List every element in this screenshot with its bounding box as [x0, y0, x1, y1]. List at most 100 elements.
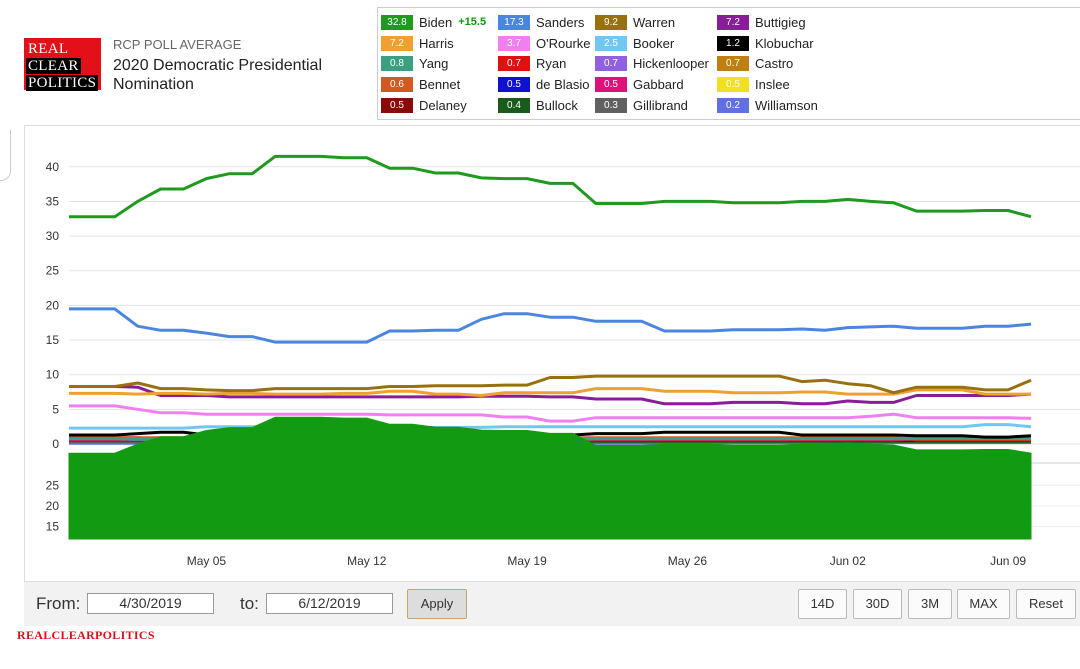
- legend-label: Klobuchar: [755, 35, 814, 51]
- legend-item-klobuchar[interactable]: 1.2 Klobuchar: [717, 35, 814, 51]
- legend-label: Williamson: [755, 97, 818, 113]
- x-tick-label: Jun 09: [990, 554, 1026, 568]
- reset-button[interactable]: Reset: [1016, 589, 1076, 619]
- to-label: to:: [240, 594, 259, 613]
- series-line-harris: [69, 387, 1031, 397]
- y-tick-label: 5: [52, 402, 59, 416]
- x-tick-label: May 19: [507, 554, 547, 568]
- legend-label: Warren: [633, 14, 676, 30]
- y-tick-label: 10: [46, 368, 60, 382]
- legend-item-gabbard[interactable]: 0.5 Gabbard: [595, 76, 684, 92]
- x-tick-label: May 12: [347, 554, 387, 568]
- legend-value: 1.2: [717, 35, 749, 51]
- legend-value: 0.6: [381, 76, 413, 92]
- legend-value: 7.2: [381, 35, 413, 51]
- legend-label: Castro: [755, 55, 794, 71]
- legend-value: 0.2: [717, 97, 749, 113]
- legend-value: 17.3: [498, 14, 530, 30]
- legend-value: 3.7: [498, 35, 530, 51]
- series-line-warren: [69, 374, 1032, 395]
- logo-line-3: POLITICS: [26, 75, 99, 91]
- legend-label: Gabbard: [633, 76, 684, 92]
- legend-label: Hickenlooper: [633, 55, 709, 71]
- range-3m-button[interactable]: 3M: [908, 589, 952, 619]
- panel-edge: [0, 130, 11, 181]
- legend-item-hickenlooper[interactable]: 0.7 Hickenlooper: [595, 55, 709, 71]
- chart-header: REAL CLEAR POLITICS RCP POLL AVERAGE 202…: [0, 0, 1080, 125]
- legend-lead: +15.5: [458, 16, 487, 28]
- legend-label: Biden: [419, 14, 453, 30]
- legend-item-o-rourke[interactable]: 3.7 O'Rourke: [498, 35, 591, 51]
- legend-value: 9.2: [595, 14, 627, 30]
- y-tick-label: 40: [46, 160, 60, 174]
- to-date-input[interactable]: 6/12/2019: [266, 593, 393, 614]
- legend-item-gillibrand[interactable]: 0.3 Gillibrand: [595, 97, 688, 113]
- y-tick-label: 35: [46, 194, 60, 208]
- legend-value: 0.5: [595, 76, 627, 92]
- legend-item-buttigieg[interactable]: 7.2 Buttigieg: [717, 14, 806, 30]
- legend-item-warren[interactable]: 9.2 Warren: [595, 14, 675, 30]
- legend-label: O'Rourke: [536, 35, 591, 51]
- series-line-biden: [69, 154, 1032, 219]
- legend-item-inslee[interactable]: 0.5 Inslee: [717, 76, 790, 92]
- legend-label: Delaney: [419, 97, 467, 113]
- chart-panel: 0 5 10 15 20 25 30 35 40 15 20 25 May 05 May 12 May 19…: [24, 125, 1080, 582]
- series-line-buttigieg: [69, 385, 1032, 406]
- legend-label: Gillibrand: [633, 97, 688, 113]
- footer-brand[interactable]: REALCLEARPOLITICS: [17, 628, 155, 642]
- from-date-input[interactable]: 4/30/2019: [87, 593, 214, 614]
- legend-value: 0.7: [498, 55, 530, 71]
- legend-value: 0.5: [717, 76, 749, 92]
- rcp-logo[interactable]: REAL CLEAR POLITICS: [24, 38, 101, 91]
- legend-label: Buttigieg: [755, 14, 806, 30]
- range-controls: From: 4/30/2019 to: 6/12/2019 Apply 14D …: [24, 581, 1080, 626]
- legend-item-sanders[interactable]: 17.3 Sanders: [498, 14, 584, 30]
- legend-item-de-blasio[interactable]: 0.5 de Blasio: [498, 76, 589, 92]
- legend-item-booker[interactable]: 2.5 Booker: [595, 35, 674, 51]
- legend-label: Harris: [419, 35, 454, 51]
- legend-value: 0.5: [381, 97, 413, 113]
- range-30d-button[interactable]: 30D: [853, 589, 902, 619]
- x-tick-label: May 05: [187, 554, 227, 568]
- legend-label: Inslee: [755, 76, 790, 92]
- y-tick-label: 25: [46, 264, 60, 278]
- legend-value: 0.7: [717, 55, 749, 71]
- legend-item-bennet[interactable]: 0.6 Bennet: [381, 76, 460, 92]
- legend-value: 0.7: [595, 55, 627, 71]
- y-tick-label: 20: [46, 298, 60, 312]
- legend-item-castro[interactable]: 0.7 Castro: [717, 55, 793, 71]
- y-tick-label: 0: [52, 437, 59, 451]
- range-max-button[interactable]: MAX: [957, 589, 1010, 619]
- x-tick-label: Jun 02: [830, 554, 866, 568]
- navigator-y-tick-label: 25: [46, 478, 60, 492]
- legend-item-delaney[interactable]: 0.5 Delaney: [381, 97, 467, 113]
- legend-item-yang[interactable]: 0.8 Yang: [381, 55, 448, 71]
- legend-label: Sanders: [536, 14, 585, 30]
- navigator-y-tick-label: 20: [46, 499, 60, 513]
- legend-value: 0.3: [595, 97, 627, 113]
- legend-value: 0.5: [498, 76, 530, 92]
- legend-value: 32.8: [381, 14, 413, 30]
- legend-label: Ryan: [536, 55, 567, 71]
- range-14d-button[interactable]: 14D: [798, 589, 847, 619]
- logo-line-1: REAL: [28, 41, 69, 57]
- chart-svg[interactable]: 0 5 10 15 20 25 30 35 40 15 20 25 May 05 May 12 May 19…: [25, 126, 1080, 582]
- legend-item-ryan[interactable]: 0.7 Ryan: [498, 55, 566, 71]
- legend-value: 2.5: [595, 35, 627, 51]
- series-line-sanders: [69, 307, 1032, 344]
- legend-value: 0.8: [381, 55, 413, 71]
- rcp-poll-average-label: RCP POLL AVERAGE: [113, 37, 242, 52]
- navigator-area: [68, 416, 1032, 540]
- legend-item-biden[interactable]: 32.8 Biden +15.5: [381, 14, 486, 30]
- legend: 32.8 Biden +15.5 17.3 Sanders 9.2 Warren 7.2 But…: [377, 7, 1080, 120]
- navigator-y-tick-label: 15: [46, 520, 60, 534]
- legend-label: Yang: [419, 55, 449, 71]
- legend-item-williamson[interactable]: 0.2 Williamson: [717, 97, 818, 113]
- series-line-booker: [69, 423, 1032, 430]
- series-line-o-rourke: [69, 404, 1032, 423]
- page-title: 2020 Democratic Presidential Nomination: [113, 57, 322, 93]
- apply-button[interactable]: Apply: [407, 589, 467, 619]
- legend-item-harris[interactable]: 7.2 Harris: [381, 35, 454, 51]
- legend-item-bullock[interactable]: 0.4 Bullock: [498, 97, 578, 113]
- legend-label: Bennet: [419, 76, 461, 92]
